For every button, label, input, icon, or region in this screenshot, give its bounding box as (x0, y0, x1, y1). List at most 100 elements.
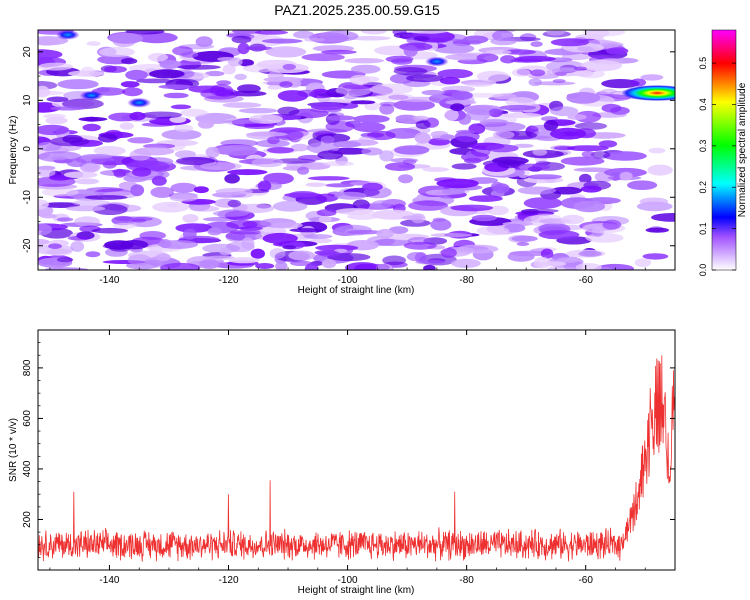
heatmap-blob (349, 74, 370, 85)
heatmap-hotspot (621, 85, 675, 102)
heatmap-blob (408, 200, 449, 211)
heatmap-blob (376, 228, 394, 239)
heatmap-blob (38, 62, 73, 71)
heatmap-frame (37, 29, 676, 271)
snr-y-axis-label: SNR (10 * v/v) (8, 418, 19, 482)
heatmap-blob (500, 55, 516, 64)
heatmap-blob (575, 128, 596, 139)
heatmap-blob (217, 144, 258, 156)
heatmap-blob (112, 222, 137, 229)
heatmap-blob (267, 136, 280, 145)
heatmap-blob (267, 85, 283, 90)
colorbar-tick-label: 0.2 (698, 181, 708, 194)
heatmap-hotspot (424, 56, 449, 67)
heatmap-blob (216, 80, 232, 86)
heatmap-blob (120, 81, 140, 88)
heatmap-blob (38, 124, 70, 136)
heatmap-blob (84, 195, 128, 200)
heatmap-blob (550, 186, 583, 195)
heatmap-blob (379, 103, 395, 115)
heatmap-blob (634, 258, 652, 268)
heatmap-blob (67, 70, 105, 77)
heatmap-blob (468, 195, 503, 202)
y-tick-label: 200 (22, 511, 33, 528)
heatmap-blob (241, 237, 255, 250)
heatmap-blob (514, 55, 556, 62)
heatmap-blob (38, 176, 76, 187)
y-tick-label: 800 (22, 359, 33, 376)
heatmap-blob (207, 227, 222, 236)
heatmap-blob (456, 244, 499, 254)
heatmap-blob (590, 151, 611, 159)
colorbar-gradient (711, 29, 737, 271)
heatmap-blob (48, 243, 62, 249)
heatmap-blob (573, 66, 588, 71)
heatmap-blob (398, 174, 413, 184)
heatmap-blob (234, 73, 247, 81)
heatmap-y-axis-label: Frequency (Hz) (8, 116, 19, 185)
heatmap-blob (573, 167, 614, 172)
heatmap-blob (476, 70, 510, 82)
heatmap-blob (540, 248, 554, 259)
heatmap-blob (543, 119, 559, 131)
heatmap-blob (583, 30, 626, 37)
heatmap-blob (647, 164, 673, 176)
heatmap-blob (148, 52, 168, 62)
heatmap-blob (205, 146, 220, 158)
heatmap-blob (353, 114, 390, 123)
heatmap-blob (257, 180, 272, 192)
heatmap-blob (149, 69, 185, 79)
heatmap-blob (384, 162, 416, 171)
heatmap-blob (421, 89, 445, 96)
heatmap-blob (511, 235, 538, 242)
heatmap-blob (580, 185, 602, 193)
heatmap-blob (580, 59, 623, 72)
heatmap-blob (321, 49, 357, 55)
heatmap-blob (648, 147, 666, 154)
heatmap-blob (151, 176, 167, 186)
heatmap-blob (125, 30, 165, 35)
heatmap-blob (325, 183, 355, 188)
heatmap-blob (369, 83, 413, 95)
x-tick-label: -120 (218, 575, 238, 586)
heatmap-blob (317, 150, 344, 160)
heatmap-blob (462, 92, 504, 98)
y-tick-label: 0 (22, 146, 33, 152)
heatmap-blob (38, 199, 49, 210)
heatmap-blob (403, 44, 418, 57)
colorbar-ticks: 0.0 0.1 0.2 0.3 0.4 0.5 (698, 57, 736, 276)
heatmap-blob (533, 81, 576, 86)
heatmap-blob (50, 106, 85, 111)
x-tick-label: -80 (459, 575, 474, 586)
heatmap-blob (305, 182, 327, 187)
heatmap-blob (194, 223, 210, 231)
heatmap-blob (129, 149, 151, 161)
heatmap-blob (492, 130, 515, 139)
heatmap-blob (180, 108, 208, 117)
heatmap-blob (261, 38, 303, 44)
heatmap-blob (520, 208, 540, 215)
heatmap-blob (236, 203, 275, 214)
heatmap-blob (574, 122, 608, 130)
heatmap-blob (182, 214, 199, 223)
heatmap-blob (530, 41, 543, 47)
heatmap-blob (231, 35, 252, 44)
heatmap-blob (176, 156, 215, 166)
heatmap-blob (362, 182, 383, 191)
heatmap-blob (463, 35, 489, 44)
heatmap-blob (550, 38, 590, 47)
heatmap-blob (217, 57, 237, 62)
heatmap-blob (361, 30, 387, 35)
heatmap-blob (350, 64, 381, 74)
heatmap-blob (130, 184, 145, 197)
heatmap-blob (301, 53, 345, 62)
heatmap-blob (204, 70, 225, 77)
heatmap-blob (159, 60, 182, 69)
heatmap-blob (639, 197, 669, 206)
heatmap-blob (651, 213, 675, 222)
heatmap-blob (403, 241, 437, 250)
heatmap-blob (297, 166, 310, 175)
heatmap-x-axis-label: Height of straight line (km) (298, 285, 415, 296)
heatmap-blob (251, 157, 284, 168)
heatmap-blob (373, 238, 412, 247)
